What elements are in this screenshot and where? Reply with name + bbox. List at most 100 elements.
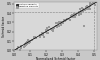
Positive variants	[17, 48, 18, 49]
Negative variants	[88, 8, 90, 9]
Positive variants	[76, 13, 78, 14]
Positive variants	[56, 24, 57, 25]
Positive variants	[61, 22, 62, 23]
Positive variants	[17, 48, 18, 49]
Positive variants	[79, 13, 81, 14]
Positive variants	[35, 36, 36, 37]
Positive variants	[87, 6, 88, 7]
Positive variants	[88, 5, 90, 6]
Positive variants	[21, 46, 22, 47]
Positive variants	[38, 35, 39, 36]
Positive variants	[65, 18, 67, 19]
Positive variants	[80, 11, 82, 12]
Positive variants	[31, 39, 32, 40]
Negative variants	[20, 46, 22, 47]
Negative variants	[26, 43, 27, 44]
Negative variants	[27, 39, 28, 40]
Positive variants	[30, 40, 32, 41]
Positive variants	[67, 19, 69, 20]
Negative variants	[52, 31, 54, 32]
Positive variants	[35, 35, 37, 36]
Positive variants	[89, 6, 91, 7]
Positive variants	[62, 21, 64, 22]
Positive variants	[66, 19, 68, 20]
Negative variants	[79, 9, 81, 10]
Positive variants	[28, 42, 29, 43]
Positive variants	[58, 23, 60, 24]
Positive variants	[38, 33, 40, 34]
Positive variants	[87, 6, 89, 7]
Positive variants	[44, 33, 46, 34]
Positive variants	[43, 32, 45, 33]
Negative variants	[52, 29, 53, 30]
Positive variants	[31, 39, 32, 40]
Negative variants	[78, 11, 80, 12]
Positive variants	[75, 14, 77, 15]
Positive variants	[81, 11, 83, 12]
Positive variants	[55, 25, 56, 26]
Positive variants	[74, 15, 76, 16]
Positive variants	[91, 3, 92, 4]
Positive variants	[79, 11, 81, 12]
Positive variants	[92, 2, 94, 3]
Negative variants	[52, 29, 53, 30]
Positive variants	[38, 35, 40, 36]
Negative variants	[25, 45, 27, 46]
Positive variants	[64, 20, 66, 21]
Positive variants	[38, 37, 40, 38]
Positive variants	[65, 19, 67, 20]
Positive variants	[46, 32, 48, 33]
Positive variants	[58, 24, 59, 25]
Negative variants	[76, 14, 77, 15]
Negative variants	[87, 7, 89, 8]
Positive variants	[76, 12, 78, 13]
Positive variants	[39, 36, 40, 37]
Positive variants	[44, 32, 46, 33]
Positive variants	[90, 5, 91, 6]
Positive variants	[39, 35, 41, 36]
Negative variants	[80, 14, 82, 15]
Positive variants	[77, 14, 79, 15]
Positive variants	[55, 24, 56, 25]
Positive variants	[23, 45, 25, 46]
Positive variants	[84, 8, 85, 9]
Positive variants	[70, 16, 72, 17]
Positive variants	[68, 19, 69, 20]
Positive variants	[48, 30, 50, 31]
Negative variants	[55, 25, 57, 26]
Positive variants	[40, 34, 41, 35]
Negative variants	[18, 46, 19, 47]
Negative variants	[71, 14, 73, 15]
Negative variants	[76, 14, 77, 15]
Negative variants	[63, 19, 65, 20]
Positive variants	[24, 42, 26, 43]
Negative variants	[31, 40, 32, 41]
Negative variants	[24, 45, 26, 46]
Positive variants	[29, 41, 30, 42]
Positive variants	[20, 46, 22, 47]
Positive variants	[63, 24, 65, 25]
Negative variants	[55, 23, 56, 24]
Positive variants	[26, 42, 28, 43]
Negative variants	[90, 4, 92, 5]
Positive variants	[66, 19, 67, 20]
Negative variants	[61, 22, 62, 23]
Positive variants	[94, 3, 95, 4]
Positive variants	[26, 41, 28, 42]
Positive variants	[55, 25, 57, 26]
Positive variants	[28, 42, 30, 43]
Positive variants	[48, 29, 49, 30]
Positive variants	[73, 15, 75, 16]
Negative variants	[66, 18, 68, 19]
Positive variants	[86, 7, 88, 8]
Positive variants	[59, 24, 61, 25]
Positive variants	[18, 47, 19, 48]
Positive variants	[79, 11, 80, 12]
Negative variants	[27, 42, 29, 43]
Positive variants	[33, 38, 35, 39]
Legend: Positive variants, Negative variants: Positive variants, Negative variants	[15, 3, 39, 8]
Positive variants	[67, 19, 68, 20]
Positive variants	[86, 7, 88, 8]
Positive variants	[71, 17, 72, 18]
Negative variants	[45, 30, 47, 31]
